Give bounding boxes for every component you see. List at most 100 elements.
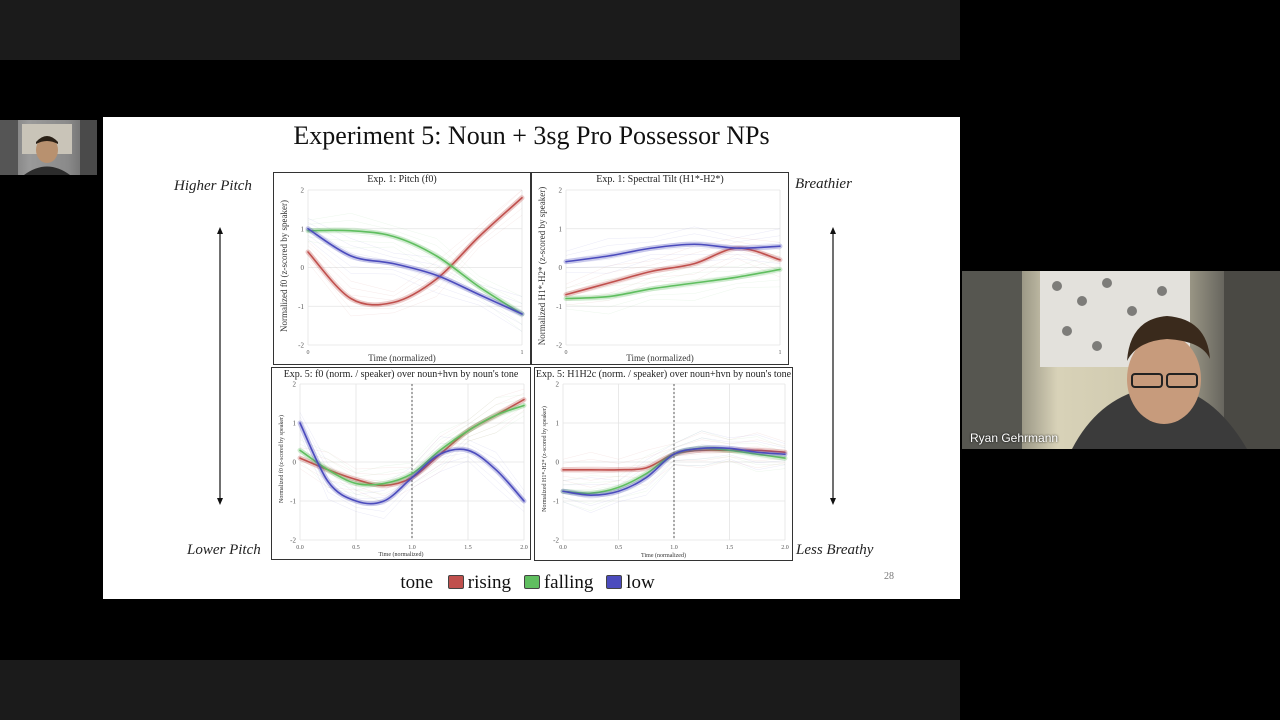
legend-label: low bbox=[626, 572, 655, 593]
series-falling-trace bbox=[565, 251, 781, 289]
series-rising-trace bbox=[307, 208, 523, 310]
series-falling-trace bbox=[307, 226, 523, 311]
x-tick-label: 1 bbox=[779, 350, 782, 356]
y-tick-label: -1 bbox=[298, 303, 304, 311]
series-falling-trace bbox=[562, 437, 786, 486]
series-low-trace bbox=[299, 429, 525, 512]
series-falling-trace bbox=[307, 219, 523, 304]
series-rising-trace bbox=[565, 241, 781, 289]
series-low-trace bbox=[562, 437, 786, 486]
chart-plot-area: 210-1-20 1 bbox=[556, 187, 783, 356]
legend-item-rising: rising bbox=[447, 572, 516, 593]
y-tick-label: -1 bbox=[553, 498, 559, 506]
series-falling-trace bbox=[565, 265, 781, 297]
x-axis-label: Time (normalized) bbox=[641, 553, 686, 559]
shared-slide: Experiment 5: Noun + 3sg Pro Possessor N… bbox=[103, 117, 960, 599]
breathier-label: Breathier bbox=[795, 176, 852, 192]
series-falling-trace bbox=[299, 394, 525, 474]
x-tick-label: 1.0 bbox=[670, 545, 678, 551]
higher-pitch-label: Higher Pitch bbox=[174, 178, 252, 194]
lower-pitch-label: Lower Pitch bbox=[187, 542, 261, 558]
legend-label: rising bbox=[467, 572, 512, 593]
top-bar bbox=[0, 0, 960, 60]
chart-title: Exp. 5: f0 (norm. / speaker) over noun+h… bbox=[283, 369, 519, 380]
series-rising-trace bbox=[307, 214, 523, 317]
y-tick-label: 2 bbox=[301, 187, 305, 195]
legend-swatch-low bbox=[606, 575, 623, 589]
x-tick-label: 0.0 bbox=[559, 545, 567, 551]
participant-thumbnail-image bbox=[0, 120, 97, 175]
series-falling-trace bbox=[299, 398, 525, 478]
series-low-trace bbox=[307, 218, 523, 297]
series-low-line bbox=[565, 243, 781, 263]
y-tick-label: 0 bbox=[556, 459, 560, 467]
chart-legend: tone rising falling low bbox=[103, 572, 960, 594]
series-low-trace bbox=[565, 226, 781, 252]
series-low-trace bbox=[307, 239, 523, 332]
y-tick-label: 1 bbox=[556, 420, 560, 428]
x-tick-label: 0 bbox=[307, 350, 310, 356]
chart-title: Exp. 5: H1H2c (norm. / speaker) over nou… bbox=[535, 369, 792, 380]
participant-video-tile[interactable]: Ryan Gehrmann bbox=[962, 271, 1280, 449]
legend-item-low: low bbox=[606, 572, 655, 593]
series-low-trace bbox=[565, 254, 781, 269]
y-tick-label: 2 bbox=[293, 381, 297, 389]
series-rising-trace bbox=[562, 432, 786, 460]
series-low-trace bbox=[565, 233, 781, 256]
y-tick-label: 1 bbox=[301, 225, 305, 233]
series-falling-trace bbox=[565, 272, 781, 301]
chart-panel-exp5-h1h2c: Exp. 5: H1H2c (norm. / speaker) over nou… bbox=[534, 367, 793, 561]
slide-number: 28 bbox=[884, 571, 894, 582]
breathiness-double-arrow bbox=[830, 227, 836, 505]
series-falling-trace bbox=[307, 212, 523, 297]
x-tick-label: 0.5 bbox=[615, 545, 623, 551]
y-tick-label: 1 bbox=[293, 420, 297, 428]
y-tick-label: 0 bbox=[559, 264, 563, 272]
series-rising-trace bbox=[299, 397, 525, 483]
series-falling-line bbox=[565, 268, 781, 300]
series-rising-trace bbox=[565, 258, 781, 306]
x-tick-label: 1 bbox=[521, 350, 524, 356]
series-falling-trace bbox=[299, 407, 525, 488]
legend-swatch-rising bbox=[447, 575, 464, 589]
bottom-bar bbox=[0, 660, 960, 720]
y-tick-label: -1 bbox=[556, 303, 562, 311]
legend-label: falling bbox=[543, 572, 594, 593]
series-falling-trace bbox=[565, 258, 781, 293]
series-rising-trace bbox=[565, 237, 781, 285]
participant-video-image bbox=[962, 271, 1280, 449]
series-rising-line bbox=[307, 196, 523, 306]
x-axis-label: Time (normalized) bbox=[378, 552, 424, 558]
series-falling-line bbox=[307, 229, 523, 315]
y-tick-label: 2 bbox=[559, 187, 563, 195]
series-rising-trace bbox=[562, 439, 786, 464]
series-low-trace bbox=[307, 230, 523, 318]
x-axis-label: Time (normalized) bbox=[626, 353, 694, 363]
y-tick-label: 2 bbox=[556, 381, 560, 389]
chart-title: Exp. 1: Spectral Tilt (H1*-H2*) bbox=[596, 174, 724, 185]
participant-name-label: Ryan Gehrmann bbox=[970, 431, 1059, 445]
series-low-trace bbox=[562, 430, 786, 481]
x-tick-label: 0.0 bbox=[296, 545, 304, 551]
series-rising-trace bbox=[307, 194, 523, 301]
series-low-line bbox=[299, 422, 525, 505]
series-falling-trace bbox=[307, 240, 523, 332]
chart-panel-exp1-spectral-tilt: Exp. 1: Spectral Tilt (H1*-H2*) Normaliz… bbox=[531, 172, 789, 365]
series-falling-trace bbox=[562, 430, 786, 481]
series-low-trace bbox=[565, 258, 781, 274]
y-tick-label: -2 bbox=[298, 342, 304, 350]
y-tick-label: 1 bbox=[559, 225, 563, 233]
legend-title: tone bbox=[400, 572, 434, 593]
chart-panel-exp5-f0: Exp. 5: f0 (norm. / speaker) over noun+h… bbox=[271, 367, 531, 560]
series-low-line bbox=[562, 446, 786, 496]
chart-plot-area: 2 1 0 -1 -20.0 0.5 1.0 1.5 2.0 bbox=[553, 381, 789, 552]
chart-panel-exp1-pitch: Exp. 1: Pitch (f0) Normalized f0 (z-scor… bbox=[273, 172, 531, 365]
x-tick-label: 2.0 bbox=[520, 545, 528, 551]
series-falling-trace bbox=[565, 279, 781, 308]
series-rising-trace bbox=[565, 254, 781, 302]
series-falling-trace bbox=[307, 232, 523, 318]
series-falling-line bbox=[299, 404, 525, 486]
participant-thumbnail-video[interactable] bbox=[0, 120, 97, 175]
x-tick-label: 1.5 bbox=[726, 545, 734, 551]
chart-plot-area: 210-1-20 1 bbox=[298, 187, 525, 356]
